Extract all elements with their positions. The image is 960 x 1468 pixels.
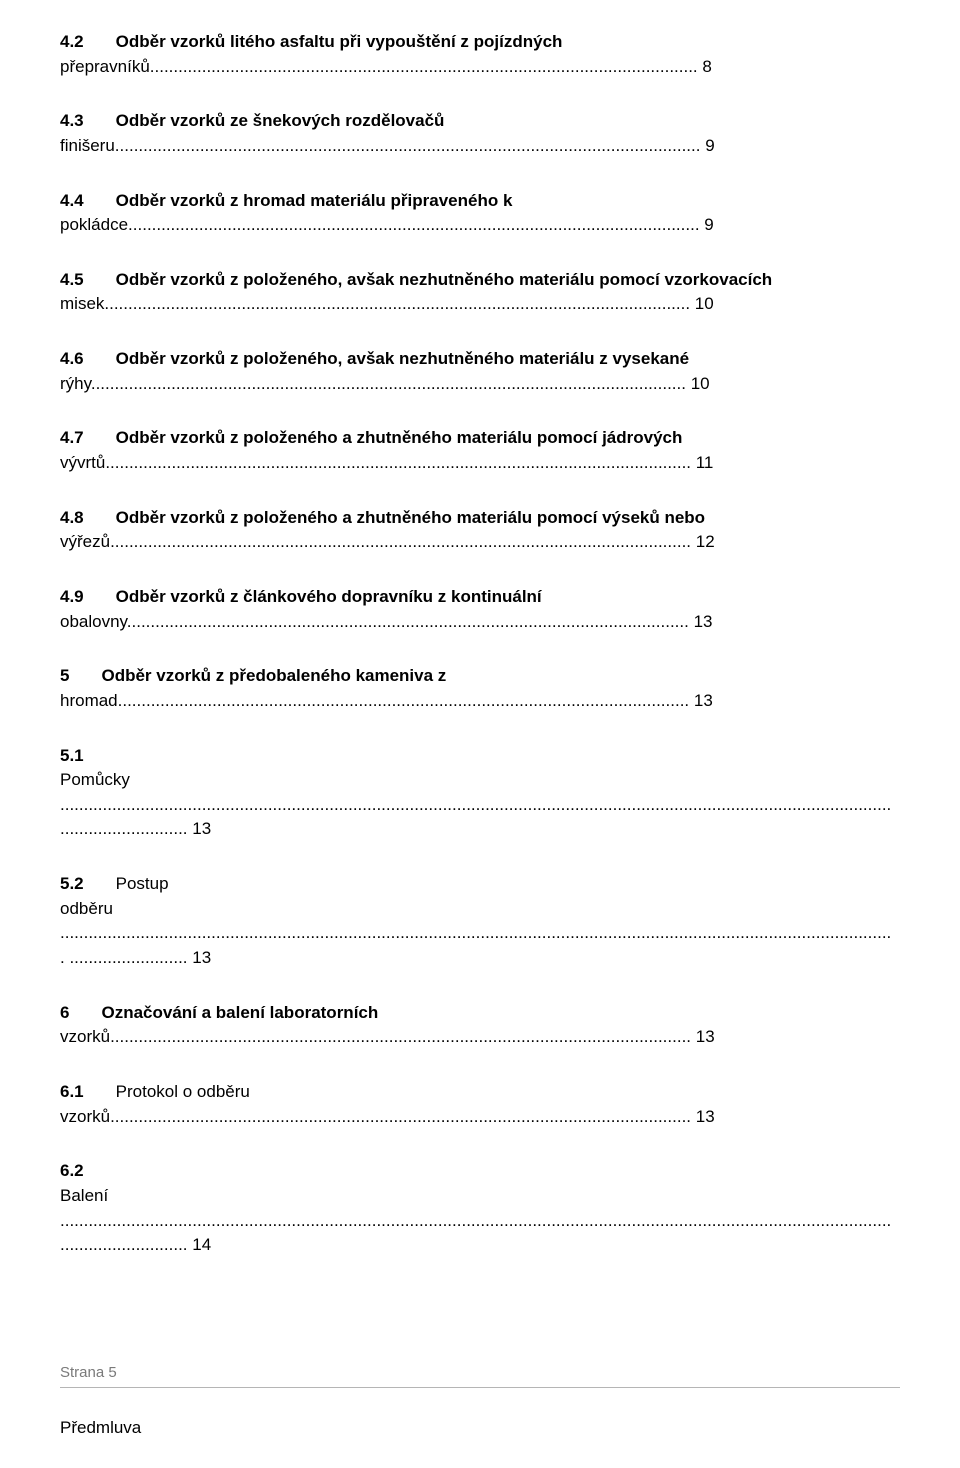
toc-leader-line: ........................................… (60, 793, 900, 818)
toc-page-line: rýhy....................................… (60, 372, 900, 397)
table-of-contents: 4.2 Odběr vzorků litého asfaltu při vypou… (60, 30, 900, 1258)
toc-page-line: vzorků..................................… (60, 1105, 900, 1130)
toc-number: 4.8 (60, 508, 84, 527)
toc-page-line: výřezů..................................… (60, 530, 900, 555)
toc-number: 4.2 (60, 32, 84, 51)
toc-entry: 5.2 Postup odběru.........................… (60, 872, 900, 971)
toc-entry: 6 Označování a balení laboratorních vzorků… (60, 1001, 900, 1050)
footer-rule (60, 1387, 900, 1388)
toc-title: Odběr vzorků z položeného, avšak nezhutn… (116, 270, 773, 289)
predmluva-heading: Předmluva (60, 1418, 900, 1438)
toc-title: Odběr vzorků z položeného, avšak nezhutn… (116, 349, 689, 368)
toc-continuation: odběru (60, 897, 900, 922)
page-number-label: Strana 5 (60, 1364, 117, 1381)
toc-title: Označování a balení laboratorních (101, 1003, 378, 1022)
toc-title: Odběr vzorků z předobaleného kameniva z (101, 666, 446, 685)
toc-number: 6 (60, 1003, 69, 1022)
toc-leader-line: ........................................… (60, 921, 900, 946)
toc-entry: 4.9 Odběr vzorků z článkového dopravníku … (60, 585, 900, 634)
toc-entry: 4.6 Odběr vzorků z položeného, avšak nezh… (60, 347, 900, 396)
toc-number: 5 (60, 666, 69, 685)
toc-entry: 4.8 Odběr vzorků z položeného a zhutněnéh… (60, 506, 900, 555)
toc-number: 4.4 (60, 191, 84, 210)
toc-number: 5.2 (60, 874, 84, 893)
toc-page-line: obalovny................................… (60, 610, 900, 635)
toc-continuation: Pomůcky (60, 768, 900, 793)
toc-entry: 5 Odběr vzorků z předobaleného kameniva z… (60, 664, 900, 713)
toc-number: 4.3 (60, 111, 84, 130)
toc-number: 4.9 (60, 587, 84, 606)
toc-title: Odběr vzorků ze šnekových rozdělovačů (116, 111, 445, 130)
toc-leader-line: ........................................… (60, 1209, 900, 1234)
toc-title: Odběr vzorků litého asfaltu při vypouště… (116, 32, 563, 51)
toc-page-line: vzorků..................................… (60, 1025, 900, 1050)
page-footer: Strana 5 (60, 1358, 900, 1388)
toc-number: 4.7 (60, 428, 84, 447)
toc-entry: 4.2 Odběr vzorků litého asfaltu při vypou… (60, 30, 900, 79)
toc-continuation: Balení (60, 1184, 900, 1209)
toc-entry: 4.3 Odběr vzorků ze šnekových rozdělovačů… (60, 109, 900, 158)
toc-number: 5.1 (60, 746, 84, 765)
toc-number: 6.1 (60, 1082, 84, 1101)
toc-entry: 4.7 Odběr vzorků z položeného a zhutněnéh… (60, 426, 900, 475)
toc-entry: 6.1 Protokol o odběru vzorků..............… (60, 1080, 900, 1129)
toc-entry: 6.2 Balení...............................… (60, 1159, 900, 1258)
toc-page-line: přepravníků.............................… (60, 55, 900, 80)
toc-title: Odběr vzorků z hromad materiálu připrave… (116, 191, 513, 210)
toc-entry: 5.1 Pomůcky..............................… (60, 744, 900, 843)
toc-number: 4.5 (60, 270, 84, 289)
toc-page-line: hromad..................................… (60, 689, 900, 714)
toc-title: Odběr vzorků z položeného a zhutněného m… (116, 508, 705, 527)
toc-page-line: pokládce................................… (60, 213, 900, 238)
toc-page-line: ........................... 13 (60, 817, 900, 842)
toc-number: 6.2 (60, 1161, 84, 1180)
toc-page-line: . ......................... 13 (60, 946, 900, 971)
toc-title: Odběr vzorků z položeného a zhutněného m… (116, 428, 683, 447)
toc-page-line: finišeru................................… (60, 134, 900, 159)
toc-entry: 4.5 Odběr vzorků z položeného, avšak nezh… (60, 268, 900, 317)
toc-title: Postup (116, 874, 169, 893)
toc-entry: 4.4 Odběr vzorků z hromad materiálu připr… (60, 189, 900, 238)
toc-page-line: misek...................................… (60, 292, 900, 317)
toc-title: Odběr vzorků z článkového dopravníku z k… (116, 587, 542, 606)
toc-page-line: ........................... 14 (60, 1233, 900, 1258)
toc-title: Protokol o odběru (116, 1082, 250, 1101)
toc-number: 4.6 (60, 349, 84, 368)
toc-page-line: vývrtů..................................… (60, 451, 900, 476)
